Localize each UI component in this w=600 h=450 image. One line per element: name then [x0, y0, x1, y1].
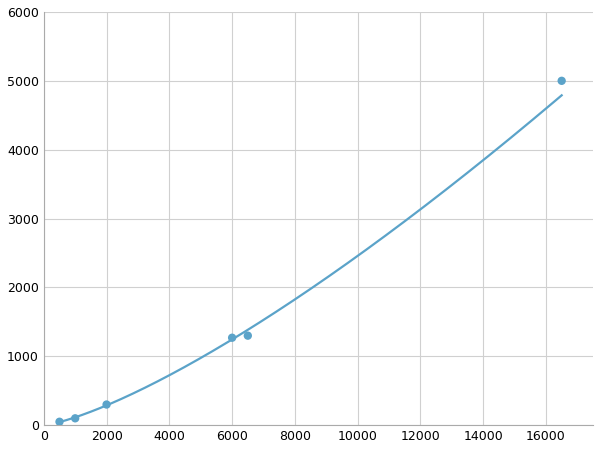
Point: [70, 415, 80, 422]
Point: [227, 334, 237, 341]
Point: [243, 332, 253, 339]
Point: [55, 418, 64, 425]
Point: [102, 401, 112, 408]
Point: [557, 77, 566, 85]
